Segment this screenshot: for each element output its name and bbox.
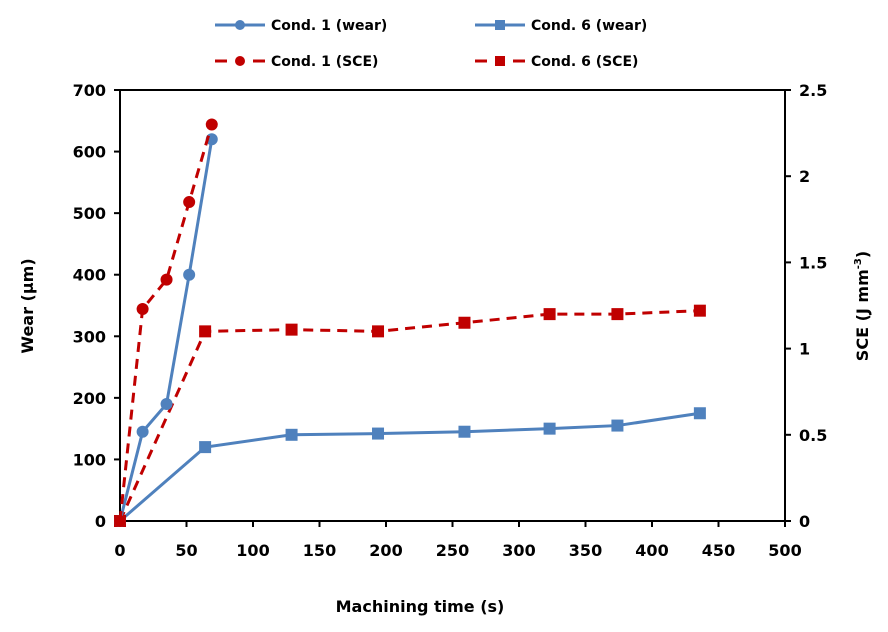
y2-axis-title: SCE (J mm-3) (853, 251, 872, 361)
y2-tick-label: 1 (799, 340, 810, 359)
data-point (543, 308, 556, 321)
y-tick-label: 300 (73, 327, 106, 346)
data-point (205, 118, 218, 131)
data-point (199, 441, 212, 454)
data-point (199, 325, 212, 338)
y2-tick-label: 2.5 (799, 81, 827, 100)
data-point (285, 428, 298, 441)
y-tick-label: 100 (73, 450, 106, 469)
data-point (136, 425, 149, 438)
x-tick-label: 350 (569, 541, 602, 560)
y-tick-label: 600 (73, 143, 106, 162)
x-tick-label: 300 (502, 541, 535, 560)
data-point (611, 308, 624, 321)
series-cond-6-sce (114, 304, 706, 527)
series-cond-1-sce (114, 118, 218, 527)
legend-marker (235, 20, 245, 30)
legend-marker (495, 20, 505, 30)
series-cond-6-wear (114, 407, 706, 527)
data-point (543, 422, 556, 435)
y-tick-label: 700 (73, 81, 106, 100)
data-point (114, 515, 126, 527)
y2-axis-title-base: SCE (J mm (853, 269, 872, 361)
x-tick-label: 200 (369, 541, 402, 560)
legend-label: Cond. 1 (wear) (271, 18, 387, 34)
legend-label: Cond. 1 (SCE) (271, 54, 378, 70)
data-point (183, 268, 196, 281)
y2-tick-label: 0 (799, 512, 810, 531)
y-tick-label: 0 (95, 512, 106, 531)
legend-marker (235, 56, 245, 66)
data-point (136, 302, 149, 315)
x-tick-label: 500 (768, 541, 801, 560)
legend-label: Cond. 6 (SCE) (531, 54, 638, 70)
x-tick-label: 150 (303, 541, 336, 560)
legend-item: Cond. 1 (wear) (215, 18, 387, 34)
data-point (372, 325, 385, 338)
data-point (160, 398, 173, 411)
data-point (458, 425, 471, 438)
series-line (118, 139, 214, 522)
x-tick-label: 0 (114, 541, 125, 560)
y2-tick-label: 2 (799, 167, 810, 186)
x-tick-label: 50 (175, 541, 197, 560)
legend-item: Cond. 6 (wear) (475, 18, 647, 34)
data-point (372, 427, 385, 440)
data-point (611, 419, 624, 432)
legend-label: Cond. 6 (wear) (531, 18, 647, 34)
y-tick-label: 500 (73, 204, 106, 223)
x-tick-label: 250 (436, 541, 469, 560)
legend-item: Cond. 1 (SCE) (215, 54, 378, 70)
data-point (285, 323, 298, 336)
data-point (693, 407, 706, 420)
y2-axis-title-sup: -3 (853, 258, 864, 269)
y-axis-title: Wear (µm) (18, 258, 37, 353)
y-tick-label: 200 (73, 389, 106, 408)
y2-tick-label: 1.5 (799, 253, 827, 272)
y2-axis-title-end: ) (853, 251, 872, 258)
x-tick-label: 100 (236, 541, 269, 560)
series-group (114, 118, 706, 527)
legend: Cond. 1 (wear) Cond. 6 (wear) Cond. 1 (SCE… (215, 18, 647, 70)
data-point (458, 316, 471, 329)
x-tick-label: 450 (702, 541, 735, 560)
legend-item: Cond. 6 (SCE) (475, 54, 638, 70)
series-line (119, 411, 701, 523)
data-point (160, 273, 173, 286)
data-point (183, 196, 196, 209)
data-point (693, 304, 706, 317)
x-tick-label: 400 (635, 541, 668, 560)
y-tick-label: 400 (73, 266, 106, 285)
series-line (118, 309, 700, 522)
legend-marker (495, 56, 505, 66)
series-line (118, 124, 214, 522)
x-axis-title: Machining time (s) (336, 597, 505, 616)
y2-tick-label: 0.5 (799, 426, 827, 445)
axes: 0 50 100 150 200 250 300 350 400 450 500 0 100 200 300… (73, 81, 828, 560)
